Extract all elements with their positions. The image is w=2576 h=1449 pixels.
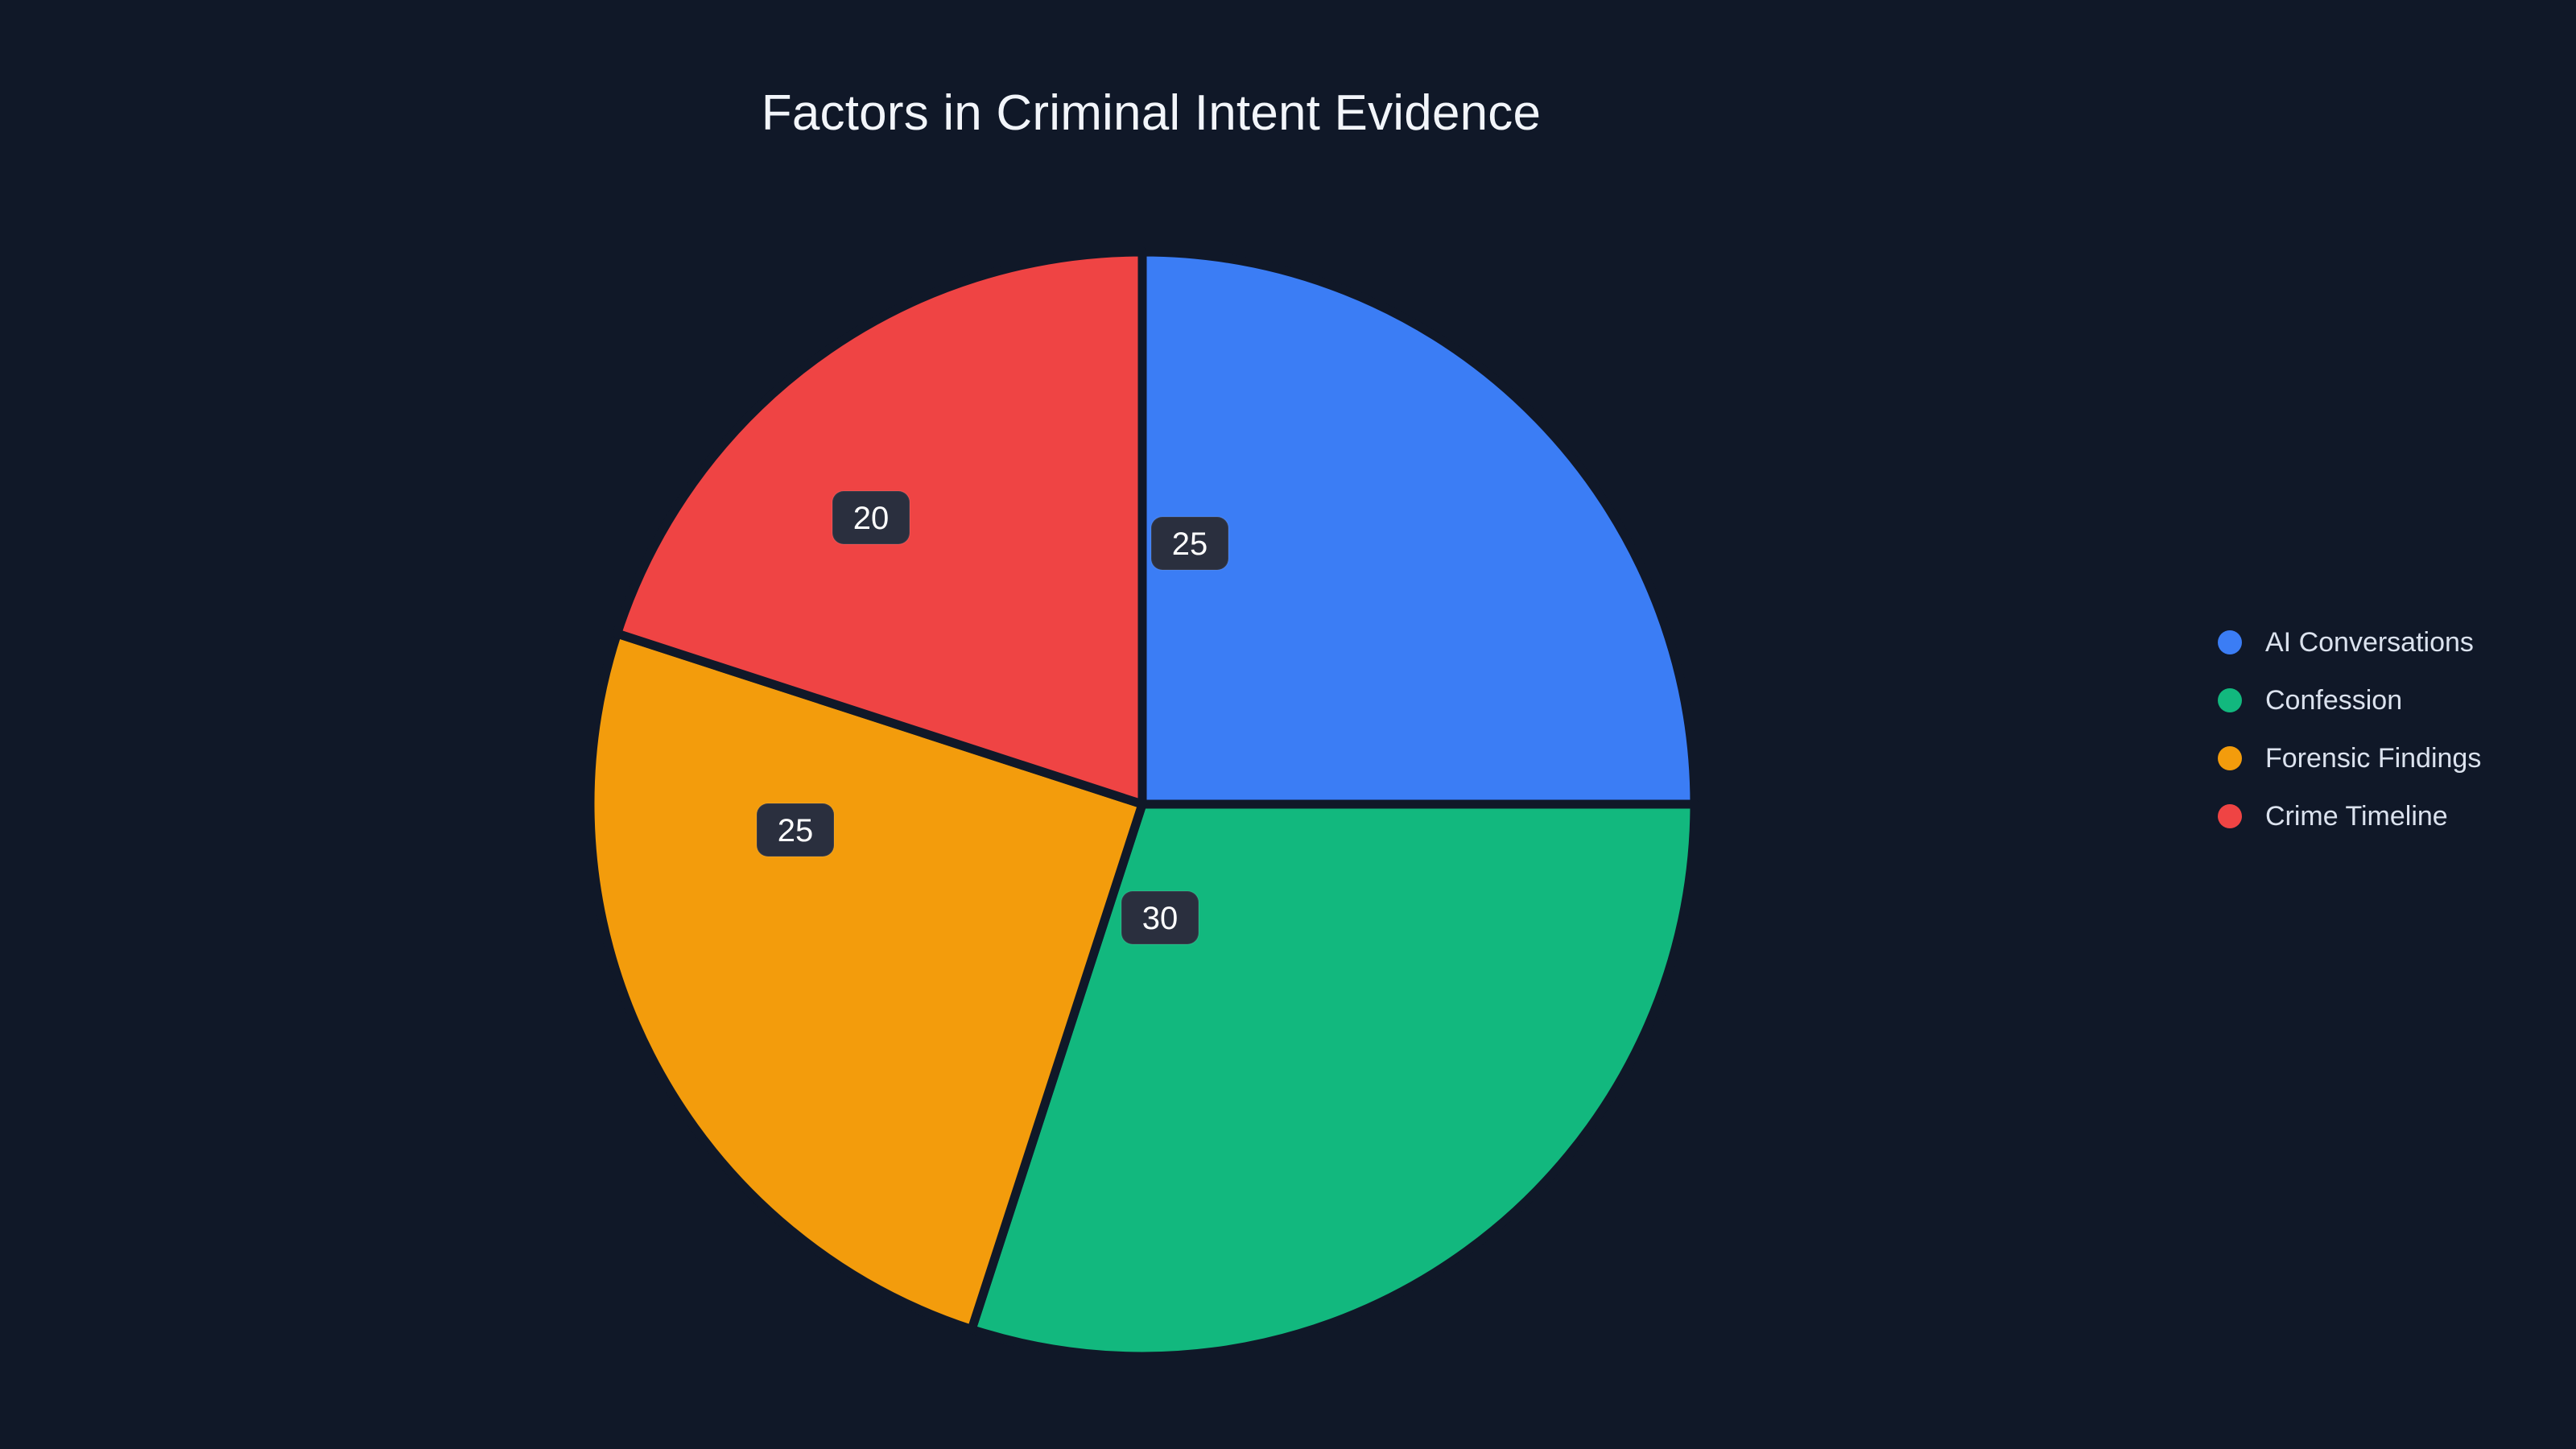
legend-item-label: Confession [2265, 685, 2403, 716]
legend-item-crime-timeline[interactable]: Crime Timeline [2218, 787, 2556, 845]
legend-swatch-icon [2218, 630, 2242, 654]
pie-slice-value-label: 25 [1150, 516, 1229, 571]
value-label-text: 20 [853, 501, 890, 536]
legend-item-label: Forensic Findings [2265, 743, 2482, 774]
legend-swatch-icon [2218, 804, 2242, 828]
value-label-badge [832, 490, 910, 545]
pie-slice[interactable] [1137, 247, 1699, 809]
chart-legend: AI Conversations Confession Forensic Fin… [2218, 613, 2556, 845]
value-label-badge [756, 803, 835, 857]
legend-item-label: AI Conversations [2265, 627, 2474, 658]
value-label-text: 30 [1142, 901, 1179, 936]
legend-swatch-icon [2218, 746, 2242, 770]
pie-slice[interactable] [585, 629, 1147, 1334]
pie-value-labels-group: 25 30 25 20 [756, 490, 1229, 945]
pie-slices-group [585, 247, 1699, 1361]
legend-item-forensic-findings[interactable]: Forensic Findings [2218, 729, 2556, 787]
legend-item-ai-conversations[interactable]: AI Conversations [2218, 613, 2556, 671]
legend-item-confession[interactable]: Confession [2218, 671, 2556, 729]
value-label-badge [1121, 890, 1199, 945]
value-label-text: 25 [778, 813, 814, 848]
legend-item-label: Crime Timeline [2265, 801, 2448, 832]
chart-title: Factors in Criminal Intent Evidence [761, 85, 1542, 141]
value-label-text: 25 [1172, 526, 1208, 562]
pie-slice-value-label: 20 [832, 490, 910, 545]
pie-slice-value-label: 30 [1121, 890, 1199, 945]
pie-slice-value-label: 25 [756, 803, 835, 857]
legend-swatch-icon [2218, 688, 2242, 712]
value-label-badge [1150, 516, 1229, 571]
